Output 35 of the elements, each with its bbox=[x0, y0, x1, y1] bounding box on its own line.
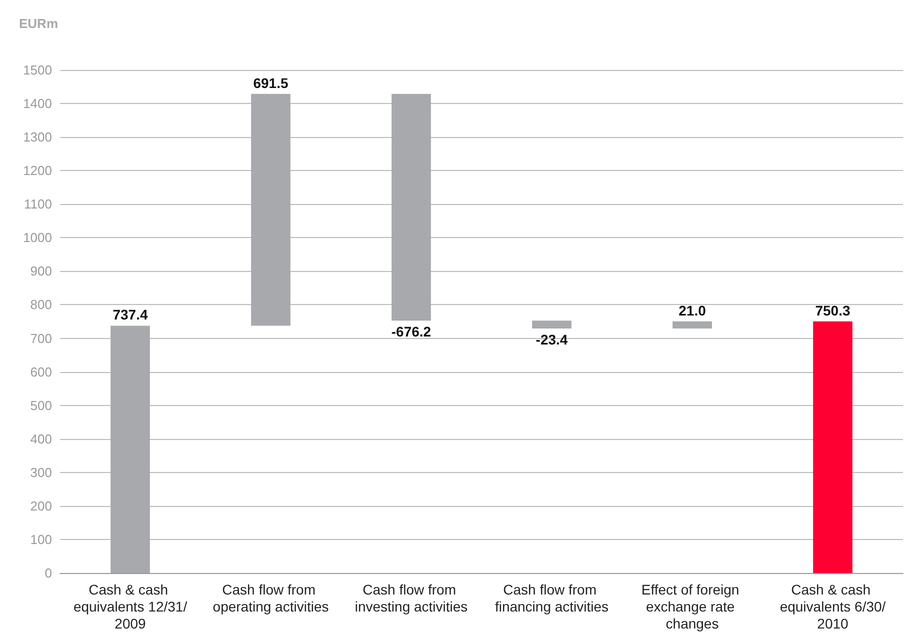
y-tick-label: 900 bbox=[30, 264, 52, 279]
data-label: 750.3 bbox=[815, 302, 850, 318]
y-tick-label: 1100 bbox=[24, 196, 52, 212]
y-tick-label: 500 bbox=[30, 398, 52, 413]
y-tick-label: 800 bbox=[30, 297, 52, 312]
data-label: -23.4 bbox=[536, 331, 568, 348]
x-tick-label: Effect of foreign exchange rate changes bbox=[641, 582, 744, 632]
bar bbox=[532, 320, 572, 328]
y-tick-label: 0 bbox=[44, 566, 52, 580]
y-tick-label: 1300 bbox=[23, 130, 52, 145]
y-axis-title: EURm bbox=[19, 16, 58, 31]
y-tick-label: 100 bbox=[30, 532, 52, 547]
data-label: 691.5 bbox=[253, 74, 288, 91]
bar bbox=[110, 326, 150, 573]
bar bbox=[251, 94, 290, 326]
bar bbox=[813, 321, 852, 573]
y-tick-label: 400 bbox=[30, 431, 52, 446]
y-tick-label: 200 bbox=[30, 498, 52, 514]
data-label: 737.4 bbox=[112, 306, 148, 323]
x-tick-label: Cash flow from investing activities bbox=[354, 582, 468, 614]
y-tick-label: 1200 bbox=[23, 163, 52, 178]
y-tick-label: 1400 bbox=[23, 96, 52, 112]
y-tick-label: 600 bbox=[30, 364, 52, 380]
bar bbox=[392, 94, 431, 321]
x-tick-label: Cash & cash equivalents 6/30/2010 bbox=[780, 582, 886, 632]
data-label: 21.0 bbox=[678, 302, 706, 318]
x-tick-label: Cash flow from operating activities bbox=[212, 582, 329, 614]
y-tick-label: 1000 bbox=[23, 230, 52, 246]
y-tick-label: 700 bbox=[30, 330, 52, 346]
x-tick-label: Cash flow from financing activities bbox=[494, 582, 609, 614]
y-tick-label: 1500 bbox=[23, 62, 52, 78]
y-tick-label: 300 bbox=[30, 464, 52, 480]
bar bbox=[672, 321, 712, 328]
data-label: -676.2 bbox=[391, 324, 432, 340]
x-tick-label: Cash & cash equivalents 12/31/2009 bbox=[73, 582, 188, 632]
